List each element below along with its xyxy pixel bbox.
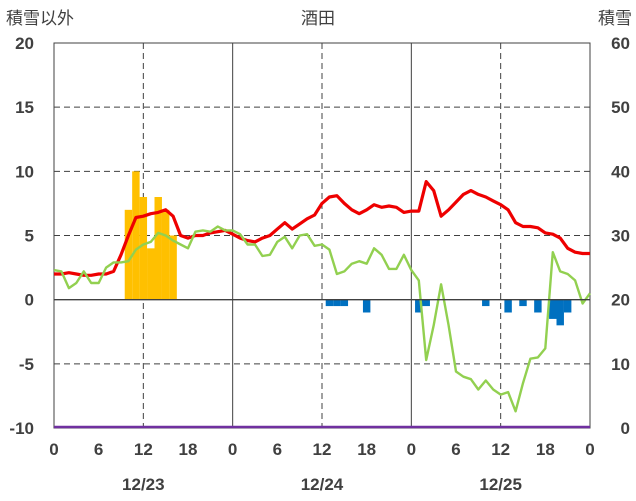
bar <box>147 248 155 300</box>
right-tick-label: 50 <box>611 98 630 117</box>
right-tick-label: 40 <box>611 162 630 181</box>
x-axis-ticks: 0 6 12 18 0 6 12 18 0 6 12 18 0 <box>49 440 594 459</box>
bar <box>563 299 572 313</box>
bar <box>519 299 527 307</box>
x-tick-label: 0 <box>49 440 58 459</box>
right-tick-label: 0 <box>621 419 630 438</box>
right-axis-title: 積雪 <box>598 9 632 29</box>
bar <box>132 171 140 300</box>
x-tick-label: 12 <box>313 440 332 459</box>
bar <box>124 209 133 300</box>
x-tick-label: 0 <box>228 440 237 459</box>
x-tick-label: 18 <box>179 440 198 459</box>
series-line <box>53 225 591 413</box>
date-label: 12/24 <box>301 475 344 494</box>
bar <box>534 299 542 313</box>
left-tick-label: 5 <box>25 227 34 246</box>
x-tick-label: 18 <box>357 440 376 459</box>
bar <box>139 197 148 300</box>
bar <box>325 299 334 307</box>
bar <box>340 299 349 307</box>
bar <box>549 299 557 319</box>
left-axis-ticks: -10 -5 0 5 10 15 20 <box>9 34 34 438</box>
bar-series <box>124 171 572 326</box>
right-tick-label: 30 <box>611 227 630 246</box>
x-tick-label: 6 <box>94 440 103 459</box>
bar <box>154 197 162 300</box>
series-line <box>54 180 590 277</box>
bar <box>362 299 371 313</box>
left-tick-label: -10 <box>9 419 34 438</box>
left-tick-label: -5 <box>19 355 34 374</box>
left-axis-title: 積雪以外 <box>6 9 74 29</box>
left-tick-label: 0 <box>25 291 34 310</box>
x-tick-label: 6 <box>273 440 282 459</box>
left-tick-label: 10 <box>15 162 34 181</box>
date-label: 12/23 <box>122 475 165 494</box>
right-tick-label: 60 <box>611 34 630 53</box>
line-series <box>53 180 591 413</box>
x-tick-label: 6 <box>451 440 460 459</box>
bar <box>161 209 170 300</box>
bar <box>415 299 423 313</box>
right-tick-label: 20 <box>611 291 630 310</box>
bar <box>504 299 512 313</box>
bar <box>422 299 430 307</box>
x-tick-label: 12 <box>134 440 153 459</box>
bar <box>169 235 177 300</box>
bar <box>556 299 564 326</box>
x-tick-label: 0 <box>585 440 594 459</box>
x-tick-label: 0 <box>407 440 416 459</box>
left-tick-label: 20 <box>15 34 34 53</box>
date-labels: 12/23 12/24 12/25 <box>122 475 522 494</box>
chart-title: 酒田 <box>301 9 335 29</box>
zero-line <box>54 299 590 429</box>
x-tick-label: 12 <box>491 440 510 459</box>
bar <box>333 299 341 307</box>
date-label: 12/25 <box>479 475 522 494</box>
left-tick-label: 15 <box>15 98 34 117</box>
right-axis-ticks: 0 10 20 30 40 50 60 <box>611 34 630 438</box>
bar <box>482 299 490 307</box>
grid-lines <box>54 43 590 428</box>
right-tick-label: 10 <box>611 355 630 374</box>
x-tick-label: 18 <box>536 440 555 459</box>
